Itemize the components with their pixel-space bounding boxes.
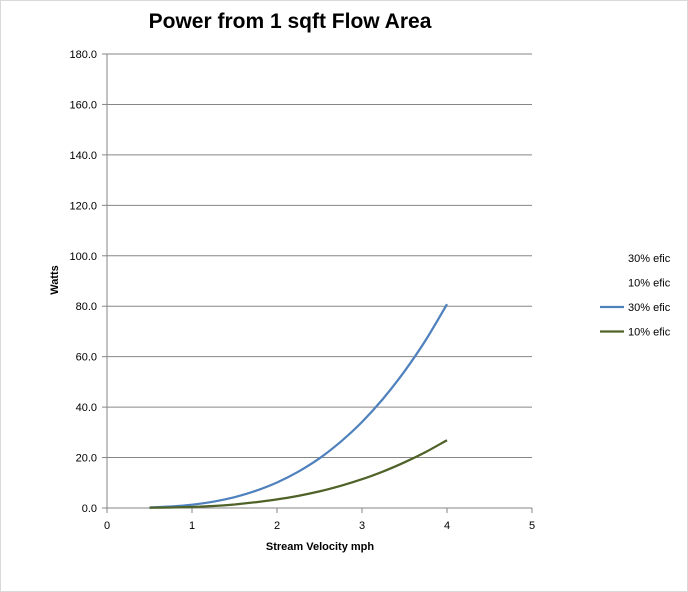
x-tick-label: 4 [444,520,450,532]
legend-label: 10% efic [628,327,671,339]
x-tick-label: 2 [274,520,280,532]
x-tick-label: 1 [189,520,195,532]
y-tick-label: 160.0 [69,99,97,111]
chart-title: Power from 1 sqft Flow Area [148,10,432,33]
series-line-0 [149,303,448,509]
y-axis-title: Watts [49,265,61,295]
series-lines [149,303,448,509]
legend-label: 30% efic [628,253,671,265]
gridlines [107,53,532,459]
legend: 30% efic 10% efic 30% efic 10% efic [600,253,671,339]
axes [102,53,533,513]
legend-label: 30% efic [628,302,671,314]
y-tick-label: 40.0 [76,402,97,414]
y-tick-label: 100.0 [69,251,97,263]
x-tick-label: 0 [104,520,110,532]
y-tick-label: 120.0 [69,200,97,212]
y-tick-label: 60.0 [76,352,97,364]
series-line-1 [149,439,448,509]
x-axis-title: Stream Velocity mph [266,541,374,553]
x-tick-label: 3 [359,520,365,532]
y-tick-label: 80.0 [76,301,97,313]
legend-label: 10% efic [628,278,671,290]
y-tick-label: 140.0 [69,150,97,162]
y-tick-labels: 0.0 20.0 40.0 60.0 80.0 100.0 120.0 140.0 160.0 1… [69,49,97,515]
x-tick-labels: 0 1 2 3 4 5 [104,520,535,532]
x-tick-label: 5 [529,520,535,532]
y-tick-label: 0.0 [82,503,97,515]
y-tick-label: 20.0 [76,453,97,465]
y-tick-label: 180.0 [69,49,97,61]
